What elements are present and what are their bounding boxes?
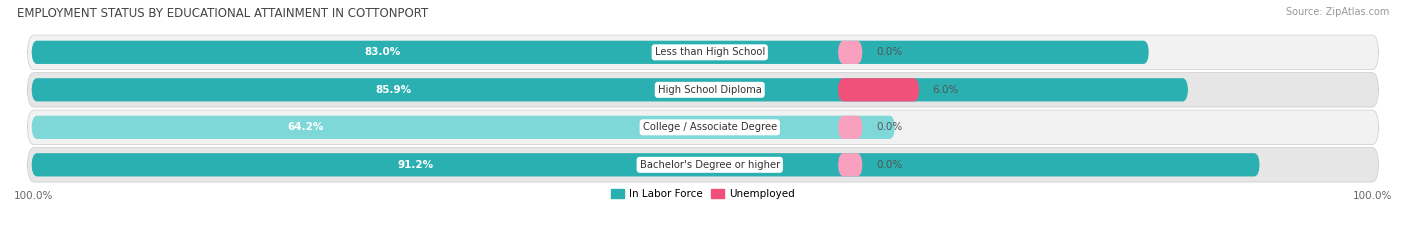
Text: 0.0%: 0.0% [876,160,903,170]
FancyBboxPatch shape [28,110,1378,144]
Text: Bachelor's Degree or higher: Bachelor's Degree or higher [640,160,780,170]
FancyBboxPatch shape [838,153,862,176]
Text: Source: ZipAtlas.com: Source: ZipAtlas.com [1285,7,1389,17]
FancyBboxPatch shape [31,116,896,139]
FancyBboxPatch shape [838,78,920,101]
Text: 0.0%: 0.0% [876,47,903,57]
FancyBboxPatch shape [31,41,1149,64]
Legend: In Labor Force, Unemployed: In Labor Force, Unemployed [612,189,794,199]
FancyBboxPatch shape [28,147,1378,182]
Text: 6.0%: 6.0% [932,85,959,95]
Text: 100.0%: 100.0% [14,191,53,201]
FancyBboxPatch shape [838,41,862,64]
Text: College / Associate Degree: College / Associate Degree [643,122,778,132]
Text: 85.9%: 85.9% [375,85,412,95]
Text: EMPLOYMENT STATUS BY EDUCATIONAL ATTAINMENT IN COTTONPORT: EMPLOYMENT STATUS BY EDUCATIONAL ATTAINM… [17,7,427,20]
FancyBboxPatch shape [31,78,1188,101]
FancyBboxPatch shape [31,153,1260,176]
Text: High School Diploma: High School Diploma [658,85,762,95]
Text: 100.0%: 100.0% [1353,191,1392,201]
Text: 91.2%: 91.2% [396,160,433,170]
Text: 0.0%: 0.0% [876,122,903,132]
Text: Less than High School: Less than High School [655,47,765,57]
Text: 64.2%: 64.2% [288,122,325,132]
FancyBboxPatch shape [28,35,1378,70]
Text: 83.0%: 83.0% [364,47,401,57]
FancyBboxPatch shape [28,72,1378,107]
FancyBboxPatch shape [838,116,862,139]
